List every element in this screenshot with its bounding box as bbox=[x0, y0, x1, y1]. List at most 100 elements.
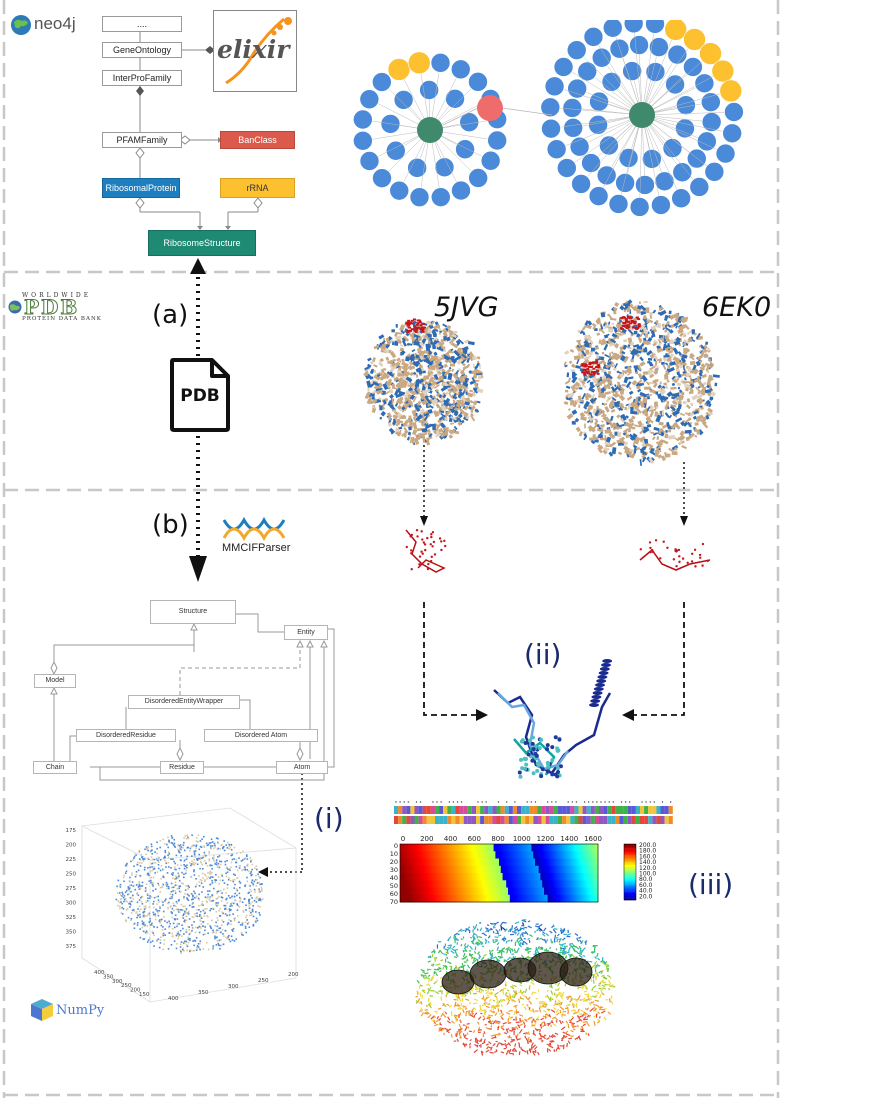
protein-fragment-6ek0 bbox=[639, 539, 711, 571]
numpy-wordmark: NumPy bbox=[56, 1003, 105, 1018]
heatmap-colorbar: 200.0180.0160.0140.0120.0100.080.060.040… bbox=[623, 842, 656, 900]
protein-node bbox=[704, 162, 725, 182]
diamond-icon bbox=[136, 86, 144, 96]
protein-node bbox=[389, 180, 410, 201]
arrow-down-icon bbox=[189, 556, 207, 582]
protein-node bbox=[359, 151, 380, 171]
protein-node bbox=[689, 177, 710, 197]
ribosome-render-5jvg bbox=[363, 318, 484, 446]
plot3d-axes-box bbox=[81, 807, 297, 1003]
protein-node bbox=[599, 135, 619, 156]
aligned-protein-render bbox=[493, 659, 613, 779]
plot3d-x-tick: 200 bbox=[130, 988, 141, 994]
protein-node bbox=[353, 130, 373, 151]
plot3d-y-tick: 200 bbox=[288, 972, 299, 978]
schema-node-ribosome-structure: RibosomeStructure bbox=[148, 230, 256, 256]
protein-node bbox=[567, 78, 587, 99]
protein-node bbox=[686, 148, 707, 169]
protein-node bbox=[649, 37, 669, 57]
heatmap-x-tick: 400 bbox=[444, 835, 457, 843]
protein-node bbox=[623, 20, 644, 34]
heatmap-y-tick: 40 bbox=[390, 874, 398, 882]
elixir-logo: elixir bbox=[213, 10, 297, 92]
protein-node bbox=[645, 20, 665, 34]
plot3d-x-tick: 350 bbox=[103, 974, 114, 980]
heatmap-x-tick: 0 bbox=[401, 835, 405, 843]
heatmap-y-tick: 10 bbox=[390, 850, 398, 858]
diamond-icon bbox=[205, 46, 215, 54]
uml-connectors bbox=[50, 613, 335, 781]
dna-helix-icon bbox=[222, 516, 286, 542]
heatmap-x-tick: 1600 bbox=[584, 835, 602, 843]
protein-node bbox=[583, 27, 604, 47]
heatmap-x-tick: 200 bbox=[420, 835, 433, 843]
protein-node bbox=[715, 143, 736, 164]
numpy-cube-icon bbox=[31, 999, 53, 1021]
heatmap-x-tick: 1000 bbox=[513, 835, 531, 843]
plot3d-y-tick: 300 bbox=[228, 984, 239, 990]
protein-node bbox=[596, 165, 617, 186]
colorbar-tick: 160.0 bbox=[639, 853, 656, 860]
plot3d-x-tick: 400 bbox=[94, 970, 105, 976]
heatmap-y-tick: 50 bbox=[390, 882, 398, 890]
diamond-icon bbox=[135, 197, 145, 209]
heatmap-y-tick: 20 bbox=[390, 858, 398, 866]
uml-residue: Residue bbox=[160, 761, 204, 774]
tunnel-segment bbox=[441, 969, 475, 995]
protein-node bbox=[602, 20, 623, 38]
mmcif-wordmark: MMCIFParser bbox=[222, 542, 291, 554]
protein-node bbox=[672, 162, 693, 183]
protein-node bbox=[430, 187, 451, 207]
heatmap-x-tick: 600 bbox=[468, 835, 481, 843]
schema-node-interpro-family: InterProFamily bbox=[102, 70, 182, 86]
heatmap-y-tick: 30 bbox=[390, 866, 398, 874]
structure-title-5jvg: 5JVG bbox=[434, 292, 499, 323]
structure-node bbox=[629, 102, 655, 128]
plot3d-z-tick: 375 bbox=[66, 944, 77, 950]
wwpdb-logo: WORLDWIDE PDB PROTEIN DATA BANK bbox=[8, 292, 104, 324]
heatmap-y-tick: 0 bbox=[394, 842, 398, 850]
protein-node bbox=[541, 118, 561, 139]
wwpdb-worldwide-text: WORLDWIDE bbox=[22, 292, 92, 299]
schema-node-gene-ontology: GeneOntology bbox=[102, 42, 182, 58]
protein-node bbox=[563, 118, 583, 138]
sequence-alignment-strip bbox=[394, 801, 673, 824]
protein-node bbox=[455, 139, 475, 160]
protein-node bbox=[468, 72, 488, 92]
schema-connectors bbox=[135, 30, 263, 230]
neo4j-wordmark: neo4j bbox=[34, 14, 76, 33]
protein-node bbox=[409, 187, 430, 207]
uml-model: Model bbox=[34, 674, 76, 688]
numpy-logo: NumPy bbox=[30, 998, 114, 1024]
protein-node bbox=[393, 90, 414, 110]
tunnel-segment bbox=[559, 957, 593, 987]
plot3d-y-tick: 400 bbox=[168, 996, 179, 1002]
protein-node bbox=[591, 47, 612, 68]
colorbar-tick: 80.0 bbox=[639, 876, 653, 883]
neo4j-graph bbox=[353, 20, 744, 217]
pdb-file-icon: PDB bbox=[168, 358, 232, 432]
plot3d-z-tick: 300 bbox=[66, 901, 77, 907]
colorbar-tick: 200.0 bbox=[639, 842, 656, 849]
diamond-icon bbox=[135, 147, 145, 159]
protein-node bbox=[651, 195, 671, 215]
uml-disordered-residue: DisorderedResidue bbox=[76, 729, 176, 742]
protein-node bbox=[571, 174, 591, 194]
label-ii: (ii) bbox=[524, 638, 562, 671]
protein-node bbox=[480, 150, 501, 171]
schema-node-ribosomal-protein: RibosomalProtein bbox=[102, 178, 180, 198]
protein-node bbox=[372, 72, 392, 92]
heatmap-x-tick: 1200 bbox=[537, 835, 555, 843]
protein-node bbox=[629, 197, 650, 217]
rrna-node bbox=[664, 20, 687, 41]
protein-node bbox=[468, 168, 488, 188]
rrna-node bbox=[683, 28, 706, 51]
protein-node bbox=[683, 57, 703, 77]
uml-disordered-entity-wrapper: DisorderedEntityWrapper bbox=[128, 695, 240, 709]
schema-node-dots: .... bbox=[102, 16, 182, 32]
protein-node bbox=[544, 76, 565, 97]
plot3d-z-tick: 250 bbox=[66, 872, 77, 878]
rrna-node bbox=[711, 59, 735, 83]
protein-node bbox=[609, 38, 630, 59]
